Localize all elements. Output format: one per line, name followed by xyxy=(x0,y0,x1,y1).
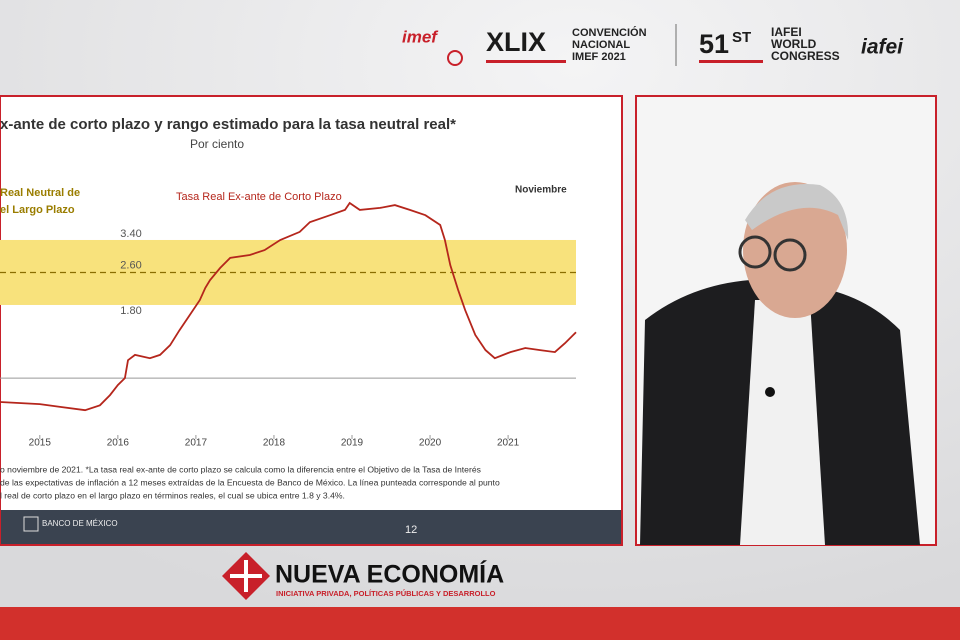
footnote-line: l real de corto plazo en el largo plazo … xyxy=(0,490,345,500)
footer: NUEVA ECONOMÍA INICIATIVA PRIVADA, POLÍT… xyxy=(0,552,960,640)
x-tick-label: 2018 xyxy=(263,438,286,449)
edition: XLIX xyxy=(486,27,546,57)
iafei-logo: iafei xyxy=(861,36,904,59)
header: imef XLIX CONVENCIÓN NACIONAL IMEF 2021 … xyxy=(402,24,904,66)
brand: NUEVA ECONOMÍA xyxy=(275,560,504,589)
imef-logo: imef xyxy=(402,27,439,46)
footnote-line: o noviembre de 2021. *La tasa real ex-an… xyxy=(0,464,481,474)
congress-suffix: ST xyxy=(732,29,751,46)
chart-title: x-ante de corto plazo y rango estimado p… xyxy=(0,116,456,133)
slide-panel xyxy=(0,95,623,546)
band-value-label: 1.80 xyxy=(120,305,141,317)
convention-line: NACIONAL xyxy=(572,39,630,51)
tagline: INICIATIVA PRIVADA, POLÍTICAS PÚBLICAS Y… xyxy=(276,589,496,598)
page-number: 12 xyxy=(405,524,417,536)
x-tick-label: 2021 xyxy=(497,438,520,449)
logo-mark xyxy=(447,50,463,66)
footnote-line: de las expectativas de inflación a 12 me… xyxy=(0,477,500,487)
shirt xyxy=(740,300,825,545)
underline xyxy=(699,60,763,63)
end-label: Noviembre xyxy=(515,185,567,196)
x-tick-label: 2020 xyxy=(419,438,442,449)
microphone xyxy=(765,387,775,397)
bank-icon xyxy=(23,516,39,532)
x-tick-label: 2015 xyxy=(29,438,52,449)
neutral-band xyxy=(0,239,576,305)
x-tick-label: 2017 xyxy=(185,438,208,449)
bank-name: BANCO DE MÉXICO xyxy=(42,519,118,528)
series-label: Tasa Real Ex-ante de Corto Plazo xyxy=(176,191,342,203)
convention-line: IMEF 2021 xyxy=(572,51,626,63)
rate-line xyxy=(0,201,577,412)
glasses xyxy=(738,235,772,269)
underline xyxy=(486,60,566,63)
video-panel xyxy=(635,95,937,546)
band-value-label: 3.40 xyxy=(120,228,141,240)
congress-line: CONGRESS xyxy=(771,49,840,63)
hair xyxy=(745,184,849,240)
bottom-bar xyxy=(0,607,960,640)
brand-icon-cross xyxy=(230,560,262,592)
band-label: el Largo Plazo xyxy=(0,204,75,216)
slide-footer xyxy=(1,510,621,544)
convention-line: CONVENCIÓN xyxy=(572,26,647,39)
congress-line: WORLD xyxy=(771,37,817,51)
congress-line: IAFEI xyxy=(771,25,802,39)
x-tick-label: 2016 xyxy=(107,438,130,449)
x-tick-label: 2019 xyxy=(341,438,364,449)
band-label: Real Neutral de xyxy=(0,187,80,199)
glasses xyxy=(773,238,807,272)
band-value-label: 2.60 xyxy=(120,259,141,271)
chart: x-ante de corto plazo y rango estimado p… xyxy=(0,116,577,449)
chart-subtitle: Por ciento xyxy=(190,137,244,151)
congress-number: 51 xyxy=(699,29,729,59)
